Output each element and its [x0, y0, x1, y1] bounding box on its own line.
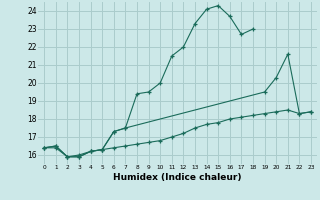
X-axis label: Humidex (Indice chaleur): Humidex (Indice chaleur) — [113, 173, 242, 182]
